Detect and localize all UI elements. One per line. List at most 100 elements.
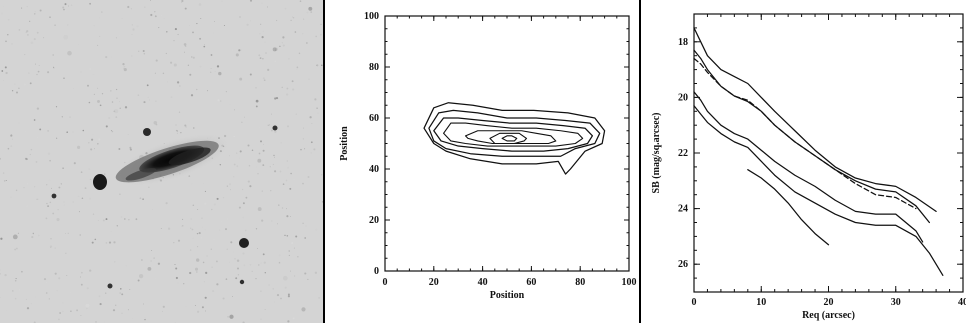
photo-noise-dot: [63, 204, 66, 206]
photo-noise-dot: [0, 157, 2, 160]
photo-noise-dot: [214, 71, 216, 72]
photo-noise-dot: [299, 0, 302, 3]
photo-noise-dot: [1, 70, 4, 72]
photo-noise-dot: [138, 50, 140, 52]
photo-noise-dot: [143, 6, 146, 9]
photo-noise-dot: [274, 130, 277, 133]
photo-noise-dot: [18, 289, 21, 291]
photo-noise-dot: [257, 248, 258, 249]
photo-noise-dot: [36, 31, 39, 34]
photo-noise-dot: [285, 93, 289, 96]
photo-noise-dot: [198, 3, 202, 6]
photo-noise-dot: [249, 185, 252, 188]
photo-noise-dot: [56, 137, 58, 139]
y-tick-label: 100: [364, 11, 379, 22]
photo-noise-dot: [62, 167, 64, 169]
photo-noise-dot: [136, 25, 139, 28]
photo-noise-dot: [196, 258, 200, 262]
photo-noise-dot: [144, 317, 146, 319]
photo-noise-dot: [81, 197, 84, 199]
photo-noise-dot: [311, 123, 313, 124]
photo-noise-dot: [147, 96, 149, 98]
photo-noise-dot: [242, 252, 245, 255]
photo-noise-dot: [34, 13, 36, 15]
photo-noise-dot: [315, 228, 318, 232]
photo-noise-dot: [207, 90, 209, 92]
photo-noise-dot: [48, 298, 50, 300]
photo-noise-dot: [110, 230, 112, 232]
photo-noise-dot: [259, 126, 261, 129]
photo-noise-dot: [264, 272, 266, 274]
photo-noise-dot: [56, 290, 58, 292]
photo-noise-dot: [93, 25, 95, 27]
photo-noise-dot: [255, 165, 258, 169]
photo-noise-dot: [238, 206, 241, 209]
photo-noise-dot: [166, 31, 168, 33]
photo-noise-dot: [119, 292, 122, 294]
x-axis-label: Req (arcsec): [802, 310, 855, 321]
photo-noise-dot: [260, 290, 262, 292]
photo-noise-dot: [295, 113, 297, 115]
photo-noise-dot: [155, 123, 158, 126]
photo-noise-dot: [170, 193, 173, 196]
x-tick-label: 20: [824, 297, 834, 308]
photo-noise-dot: [123, 284, 125, 286]
companion-blob: [93, 174, 107, 190]
photo-noise-dot: [189, 73, 192, 76]
contour-panel: 0 0 20 20 40 40 60 60 80 80 100 100 Position Position: [325, 0, 639, 323]
profile-line: [693, 57, 917, 210]
foreground-star: [239, 279, 245, 285]
photo-noise-dot: [199, 65, 202, 68]
photo-noise-dot: [218, 71, 222, 76]
photo-noise-dot: [274, 173, 276, 175]
photo-noise-dot: [123, 65, 126, 68]
photo-noise-dot: [193, 127, 195, 129]
photo-noise-dot: [211, 266, 213, 268]
photo-noise-dot: [181, 1, 182, 3]
photo-noise-dot: [245, 229, 247, 232]
photo-noise-dot: [61, 116, 63, 118]
photo-noise-dot: [274, 60, 277, 63]
photo-noise-dot: [268, 284, 270, 286]
photo-noise-dot: [249, 163, 252, 167]
photo-noise-dot: [257, 173, 259, 175]
photo-noise-dot: [258, 54, 261, 57]
x-tick-label: 40: [958, 297, 966, 308]
y-tick-label: 24: [678, 204, 688, 215]
photo-noise-dot: [274, 170, 277, 173]
photo-noise-dot: [103, 321, 105, 323]
photo-noise-dot: [210, 248, 212, 250]
photo-noise-dot: [199, 37, 202, 40]
photo-noise-dot: [27, 34, 29, 36]
photo-noise-dot: [196, 310, 200, 313]
x-tick-label: 60: [526, 277, 536, 288]
photo-noise-dot: [45, 281, 48, 284]
photo-noise-dot: [290, 216, 292, 218]
photo-noise-dot: [317, 112, 320, 115]
photo-noise-dot: [23, 83, 26, 86]
contour-line: [501, 135, 518, 142]
photo-noise-dot: [275, 97, 279, 100]
photo-noise-dot: [5, 71, 8, 75]
photo-noise-dot: [14, 297, 17, 300]
photo-noise-dot: [119, 193, 121, 195]
photo-noise-dot: [66, 24, 69, 26]
photo-noise-dot: [147, 186, 150, 189]
photo-noise-dot: [105, 56, 108, 59]
photo-noise-dot: [273, 301, 275, 303]
photo-noise-dot: [292, 317, 295, 320]
photo-noise-dot: [307, 176, 310, 178]
photo-noise-dot: [144, 318, 146, 321]
photo-noise-dot: [282, 44, 285, 47]
photo-noise-dot: [91, 241, 94, 244]
photo-noise-dot: [302, 127, 305, 129]
photo-noise-dot: [302, 222, 304, 224]
photo-noise-dot: [154, 278, 156, 280]
photo-noise-dot: [137, 279, 140, 282]
photo-noise-dot: [26, 307, 30, 310]
photo-noise-dot: [287, 166, 290, 169]
photo-noise-dot: [69, 291, 71, 293]
photo-noise-dot: [15, 278, 17, 280]
photo-noise-dot: [320, 23, 322, 25]
photo-noise-dot: [272, 163, 274, 165]
